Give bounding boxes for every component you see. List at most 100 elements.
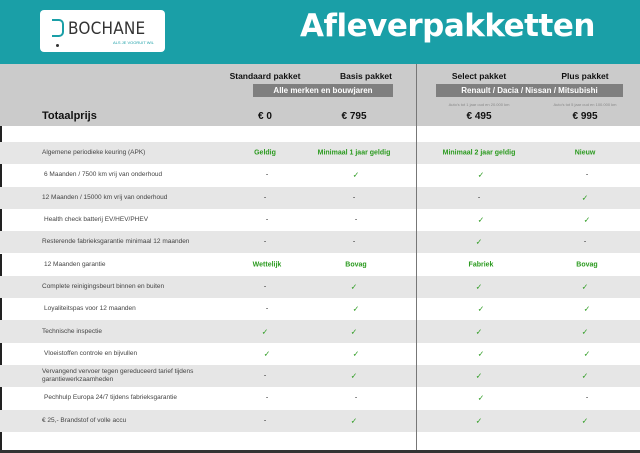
- spacer-row: [0, 126, 640, 142]
- package-name: Select pakket: [451, 71, 507, 81]
- feature-label: 12 Maanden garantie: [44, 260, 106, 268]
- dash-cell: -: [354, 394, 358, 402]
- feature-value: Minimaal 1 jaar geldig: [317, 149, 391, 157]
- logo-name: BOCHANE: [68, 19, 146, 39]
- check-icon: ✓: [477, 349, 485, 359]
- check-icon: ✓: [350, 327, 358, 337]
- check-icon: ✓: [475, 327, 483, 337]
- feature-row: 12 Maanden / 15000 km vrij van onderhoud…: [0, 186, 640, 209]
- feature-label: Algemene periodieke keuring (APK): [42, 149, 146, 157]
- feature-label: Vloeistoffen controle en bijvullen: [44, 349, 138, 357]
- check-icon: ✓: [475, 282, 483, 292]
- feature-value: Geldig: [254, 149, 276, 157]
- feature-row: 6 Maanden / 7500 km vrij van onderhoud - ✓…: [0, 164, 640, 187]
- package-price: € 795: [341, 111, 367, 122]
- check-icon: ✓: [581, 416, 589, 426]
- check-icon: ✓: [581, 193, 589, 203]
- feature-row: Resterende fabrieksgarantie minimaal 12 …: [0, 231, 640, 254]
- feature-row: Complete reinigingsbeurt binnen en buite…: [0, 275, 640, 299]
- total-label: Totaalprijs: [42, 110, 97, 122]
- bochane-logo: BOCHANE ALS JE VOORUIT WIL: [40, 10, 165, 52]
- feature-row: Loyaliteitspas voor 12 maanden - ✓ ✓ ✓: [0, 298, 640, 321]
- check-icon: ✓: [475, 416, 483, 426]
- group-label: Alle merken en bouwjaren: [253, 84, 393, 97]
- check-icon: ✓: [477, 393, 485, 403]
- feature-value: Wettelijk: [252, 261, 282, 269]
- dash-cell: -: [477, 194, 481, 202]
- check-icon: ✓: [583, 349, 591, 359]
- dash-cell: -: [265, 171, 269, 179]
- feature-value: Fabriek: [468, 261, 494, 269]
- feature-label: Complete reinigingsbeurt binnen en buite…: [42, 282, 165, 290]
- header: BOCHANE ALS JE VOORUIT WIL Afleverpakket…: [0, 0, 640, 64]
- check-icon: ✓: [263, 349, 271, 359]
- check-icon: ✓: [477, 304, 485, 314]
- feature-row: Algemene periodieke keuring (APK) Geldig M…: [0, 142, 640, 165]
- package-price: € 0: [258, 111, 272, 122]
- page-title: Afleverpakketten: [300, 8, 595, 44]
- feature-label: € 25,- Brandstof of volle accu: [42, 416, 127, 424]
- dash-cell: -: [265, 216, 269, 224]
- feature-row: Technische inspectie ✓ ✓ ✓ ✓: [0, 320, 640, 343]
- dash-cell: -: [263, 372, 267, 380]
- check-icon: ✓: [352, 170, 360, 180]
- feature-row: Pechhulp Europa 24/7 tijdens fabrieksgar…: [0, 387, 640, 410]
- feature-row: Vloeistoffen controle en bijvullen ✓ ✓ ✓ ✓: [0, 342, 640, 365]
- feature-row: Vervangend vervoer tegen gereduceerd tar…: [0, 365, 640, 388]
- dash-cell: -: [585, 394, 589, 402]
- package-name: Plus pakket: [561, 71, 609, 81]
- check-icon: ✓: [352, 304, 360, 314]
- check-icon: ✓: [583, 304, 591, 314]
- package-name: Standaard pakket: [229, 71, 301, 81]
- dash-cell: -: [583, 238, 587, 246]
- feature-label: 12 Maanden / 15000 km vrij van onderhoud: [42, 193, 168, 201]
- feature-value: Minimaal 2 jaar geldig: [442, 149, 516, 157]
- feature-value: Bovag: [345, 261, 367, 269]
- check-icon: ✓: [350, 371, 358, 381]
- check-icon: ✓: [477, 170, 485, 180]
- check-icon: ✓: [581, 282, 589, 292]
- dash-cell: -: [263, 238, 267, 246]
- check-icon: ✓: [475, 371, 483, 381]
- feature-label: Pechhulp Europa 24/7 tijdens fabrieksgar…: [44, 394, 177, 402]
- feature-row: 12 Maanden garantie Wettelijk Bovag Fabriek…: [0, 253, 640, 276]
- check-icon: ✓: [583, 215, 591, 225]
- dash-cell: -: [263, 417, 267, 425]
- dash-cell: -: [585, 171, 589, 179]
- logo-dot: [56, 44, 59, 47]
- dash-cell: -: [354, 216, 358, 224]
- check-icon: ✓: [475, 237, 483, 247]
- check-icon: ✓: [352, 349, 360, 359]
- check-icon: ✓: [477, 215, 485, 225]
- logo-tagline: ALS JE VOORUIT WIL: [113, 40, 154, 45]
- feature-value: Nieuw: [574, 149, 596, 157]
- feature-value: Bovag: [576, 261, 598, 269]
- package-note: Auto's tot 1 jaar oud en 20.000 km: [448, 102, 510, 107]
- feature-label: Technische inspectie: [42, 327, 102, 335]
- check-icon: ✓: [350, 282, 358, 292]
- feature-label: Vervangend vervoer tegen gereduceerd tar…: [42, 368, 194, 384]
- dash-cell: -: [265, 305, 269, 313]
- package-price: € 495: [466, 111, 492, 122]
- feature-row: € 25,- Brandstof of volle accu - ✓ ✓ ✓: [0, 409, 640, 432]
- dash-cell: -: [352, 194, 356, 202]
- feature-row: Health check batterij EV/HEV/PHEV - - ✓ ✓: [0, 208, 640, 232]
- feature-label: 6 Maanden / 7500 km vrij van onderhoud: [44, 171, 163, 179]
- dash-cell: -: [265, 394, 269, 402]
- feature-label: Health check batterij EV/HEV/PHEV: [44, 216, 149, 224]
- bottom-border: [0, 450, 640, 453]
- check-icon: ✓: [581, 327, 589, 337]
- column-divider: [416, 64, 417, 453]
- package-note: Auto's tot 5 jaar oud en 100.000 km: [553, 102, 617, 107]
- dash-cell: -: [263, 283, 267, 291]
- logo-cart-icon: [52, 19, 64, 37]
- dash-cell: -: [352, 238, 356, 246]
- feature-label: Resterende fabrieksgarantie minimaal 12 …: [42, 238, 190, 246]
- dash-cell: -: [263, 194, 267, 202]
- check-icon: ✓: [350, 416, 358, 426]
- package-name: Basis pakket: [340, 71, 392, 81]
- spacer-row: [0, 431, 640, 452]
- package-price: € 995: [572, 111, 598, 122]
- group-label: Renault / Dacia / Nissan / Mitsubishi: [436, 84, 623, 97]
- check-icon: ✓: [581, 371, 589, 381]
